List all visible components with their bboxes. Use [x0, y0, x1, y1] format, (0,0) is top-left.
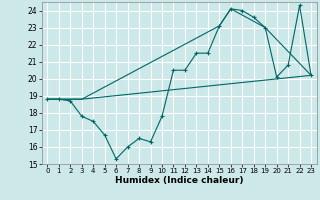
X-axis label: Humidex (Indice chaleur): Humidex (Indice chaleur): [115, 176, 244, 185]
